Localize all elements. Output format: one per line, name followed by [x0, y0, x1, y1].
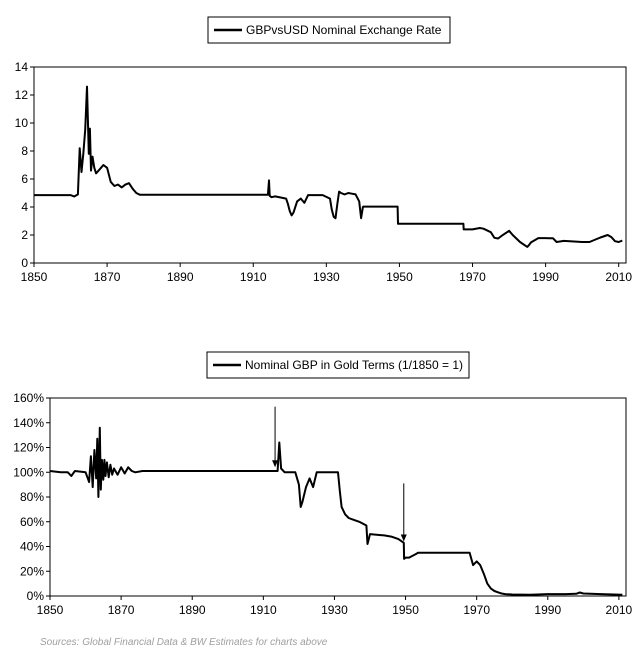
- annotation-arrowhead: [272, 460, 279, 468]
- y-tick-label: 80%: [20, 490, 44, 504]
- x-tick-label: 1870: [108, 603, 135, 617]
- series-line: [49, 426, 623, 596]
- y-tick-label: 120%: [13, 441, 44, 455]
- x-tick-label: 1850: [37, 603, 64, 617]
- y-tick-label: 12: [15, 88, 29, 102]
- y-tick-label: 160%: [13, 391, 44, 405]
- x-tick-label: 1930: [313, 270, 340, 284]
- y-tick-label: 100%: [13, 465, 44, 479]
- y-tick-label: 0: [21, 256, 28, 270]
- series-line: [34, 85, 623, 248]
- legend-box: [206, 351, 470, 379]
- x-tick-label: 1870: [94, 270, 121, 284]
- legend-label: Nominal GBP in Gold Terms (1/1850 = 1): [245, 358, 463, 372]
- y-tick-label: 140%: [13, 416, 44, 430]
- x-tick-label: 1990: [534, 603, 561, 617]
- x-tick-label: 1850: [21, 270, 48, 284]
- exchange-rate-chart: 0 2 4 6 8 10 12 14 1850 1870 1890 1910 1930 1950 1970 1…: [15, 16, 632, 284]
- x-tick-label: 1970: [459, 270, 486, 284]
- y-tick-label: 40%: [20, 540, 44, 554]
- y-tick-label: 0%: [27, 589, 45, 603]
- y-tick-label: 60%: [20, 515, 44, 529]
- x-tick-label: 1970: [463, 603, 490, 617]
- y-tick-label: 4: [21, 200, 28, 214]
- y-tick-label: 6: [21, 172, 28, 186]
- annotation-arrowhead: [400, 534, 407, 542]
- x-tick-label: 1950: [386, 270, 413, 284]
- y-tick-label: 8: [21, 144, 28, 158]
- legend-label: GBPvsUSD Nominal Exchange Rate: [246, 23, 442, 37]
- x-tick-label: 2010: [606, 603, 633, 617]
- x-tick-label: 1930: [321, 603, 348, 617]
- x-tick-label: 1910: [240, 270, 267, 284]
- plot-area: [49, 397, 627, 597]
- x-tick-label: 1890: [167, 270, 194, 284]
- y-tick-label: 20%: [20, 564, 44, 578]
- plot-area: [33, 66, 627, 264]
- x-tick-label: 1950: [392, 603, 419, 617]
- y-tick-label: 2: [21, 228, 28, 242]
- source-note: Sources: Global Financial Data & BW Esti…: [40, 637, 328, 648]
- x-tick-label: 1990: [532, 270, 559, 284]
- y-tick-label: 14: [15, 60, 29, 74]
- y-tick-label: 10: [15, 116, 29, 130]
- x-tick-label: 1890: [179, 603, 206, 617]
- x-tick-label: 2010: [605, 270, 632, 284]
- x-tick-label: 1910: [250, 603, 277, 617]
- legend-box: [207, 16, 451, 44]
